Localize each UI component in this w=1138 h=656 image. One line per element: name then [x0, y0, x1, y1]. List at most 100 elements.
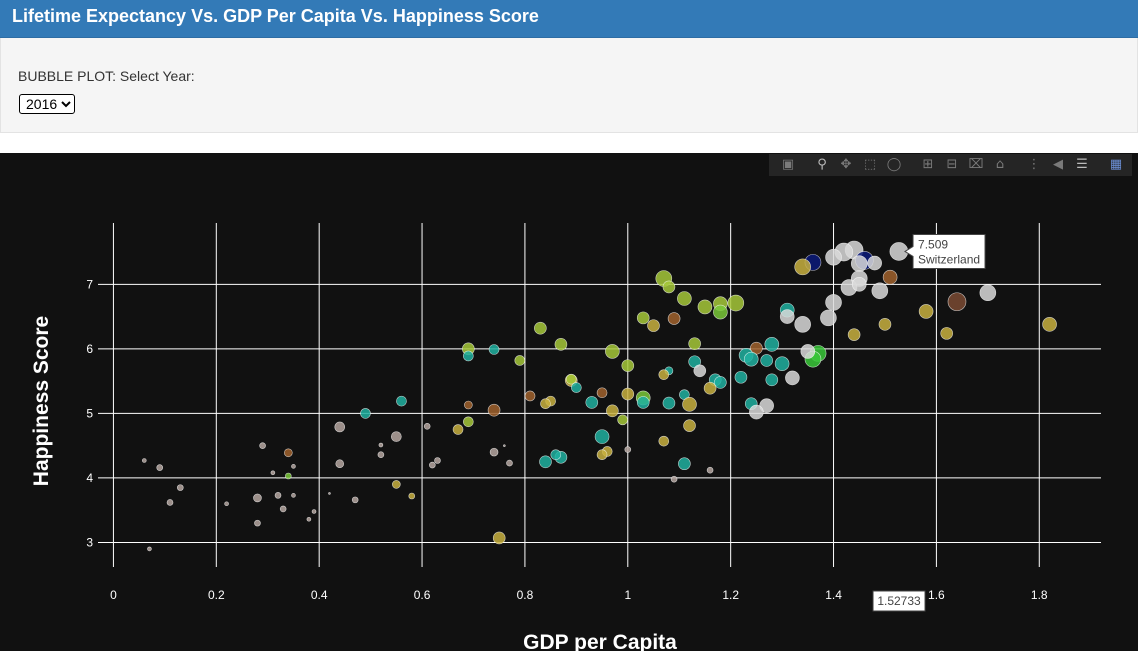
spike-lines-icon[interactable]: ⋮: [1027, 157, 1041, 172]
bubble[interactable]: [683, 419, 696, 432]
bubble[interactable]: [463, 350, 474, 362]
bubble[interactable]: [678, 457, 691, 471]
bubble[interactable]: [254, 519, 261, 527]
bubble[interactable]: [492, 531, 506, 545]
bubble[interactable]: [285, 472, 292, 480]
bubble[interactable]: [658, 369, 670, 380]
bubble[interactable]: [847, 328, 861, 341]
box-select-icon[interactable]: ⬚: [863, 157, 877, 172]
bubble[interactable]: [662, 280, 676, 294]
bubble[interactable]: [670, 475, 678, 483]
bubble[interactable]: [328, 492, 331, 495]
bubble[interactable]: [621, 359, 635, 372]
bubble[interactable]: [270, 470, 276, 476]
bubble[interactable]: [291, 493, 296, 498]
bubble[interactable]: [487, 403, 501, 417]
bubbles[interactable]: [141, 240, 1057, 552]
bubble[interactable]: [311, 509, 317, 514]
bubble[interactable]: [1042, 317, 1057, 332]
bubble[interactable]: [734, 370, 748, 384]
bubble[interactable]: [554, 338, 568, 351]
bubble[interactable]: [760, 354, 773, 367]
bubble[interactable]: [463, 416, 474, 428]
bubble[interactable]: [765, 373, 779, 387]
bubble[interactable]: [794, 316, 811, 333]
bubble[interactable]: [176, 484, 184, 491]
bubble[interactable]: [253, 493, 262, 503]
bubble[interactable]: [596, 449, 608, 460]
autoscale-icon[interactable]: ⌧: [968, 157, 984, 172]
bubble[interactable]: [351, 496, 359, 504]
bubble[interactable]: [636, 396, 650, 409]
bubble[interactable]: [514, 355, 526, 366]
bubble[interactable]: [524, 390, 536, 402]
scatter-chart[interactable]: 0 0.2 0.4 0.6 0.8 1 1.2 1.4 1.6 1.8 3 4 5 6 7 GDP per…: [0, 153, 1138, 654]
bubble[interactable]: [693, 364, 707, 378]
bubble[interactable]: [727, 294, 745, 312]
bubble[interactable]: [156, 464, 164, 471]
bubble[interactable]: [662, 396, 676, 410]
bubble[interactable]: [667, 312, 681, 325]
bubble[interactable]: [774, 356, 790, 371]
bubble[interactable]: [658, 435, 670, 447]
lasso-select-icon[interactable]: ◯: [886, 157, 902, 172]
bubble-plot[interactable]: ▣ ⚲ ✥ ⬚ ◯ ⊞ ⊟ ⌧ ⌂ ⋮ ◀ ☰ ▦ 0 0.2 0.4 0.6 0.8 1…: [0, 153, 1138, 654]
bubble[interactable]: [714, 376, 727, 389]
bubble[interactable]: [871, 282, 889, 300]
reset-axes-icon[interactable]: ⌂: [995, 157, 1005, 172]
bubble[interactable]: [800, 344, 816, 359]
bubble[interactable]: [677, 291, 692, 306]
bubble[interactable]: [682, 397, 697, 412]
bubble[interactable]: [503, 444, 506, 447]
bubble[interactable]: [697, 299, 713, 315]
bubble[interactable]: [166, 499, 174, 506]
bubble[interactable]: [605, 344, 620, 359]
bubble[interactable]: [464, 400, 473, 410]
bubble[interactable]: [688, 337, 701, 350]
bubble[interactable]: [539, 455, 552, 469]
bubble[interactable]: [429, 461, 436, 469]
bubble[interactable]: [825, 248, 842, 266]
bubble[interactable]: [550, 449, 562, 460]
bubble[interactable]: [291, 464, 296, 469]
bubble[interactable]: [647, 319, 660, 332]
year-select[interactable]: 2016: [19, 94, 75, 114]
bubble[interactable]: [141, 458, 147, 463]
bubble[interactable]: [259, 442, 266, 449]
bubble[interactable]: [779, 309, 795, 324]
pan-icon[interactable]: ✥: [840, 157, 852, 172]
bubble[interactable]: [794, 258, 811, 276]
bubble[interactable]: [335, 459, 345, 469]
bubble[interactable]: [396, 395, 407, 407]
hover-closest-icon[interactable]: ◀: [1053, 157, 1063, 172]
bubble[interactable]: [224, 501, 229, 507]
zoom-icon[interactable]: ⚲: [817, 157, 827, 172]
bubble[interactable]: [571, 382, 582, 393]
bubble[interactable]: [621, 387, 635, 401]
bubble[interactable]: [624, 446, 632, 453]
bubble[interactable]: [408, 492, 416, 500]
bubble[interactable]: [918, 304, 934, 319]
bubble[interactable]: [979, 284, 997, 302]
bubble[interactable]: [785, 370, 800, 386]
bubble[interactable]: [947, 292, 967, 312]
bubble[interactable]: [534, 321, 547, 335]
bubble[interactable]: [585, 396, 599, 409]
camera-icon[interactable]: ▣: [781, 157, 795, 172]
bubble[interactable]: [434, 457, 441, 464]
bubble[interactable]: [820, 309, 837, 327]
bubble[interactable]: [878, 318, 892, 331]
bubble[interactable]: [764, 337, 780, 352]
bubble[interactable]: [867, 255, 882, 271]
zoom-out-icon[interactable]: ⊟: [946, 157, 958, 172]
bubble[interactable]: [851, 277, 867, 292]
bubble[interactable]: [594, 429, 610, 444]
bubble[interactable]: [334, 421, 346, 433]
bubble[interactable]: [850, 255, 868, 272]
plotly-logo-icon[interactable]: ▦: [1109, 157, 1123, 172]
bubble[interactable]: [506, 459, 513, 467]
bubble[interactable]: [703, 381, 717, 395]
bubble[interactable]: [540, 398, 551, 410]
bubble[interactable]: [488, 344, 500, 355]
bubble[interactable]: [423, 423, 431, 430]
